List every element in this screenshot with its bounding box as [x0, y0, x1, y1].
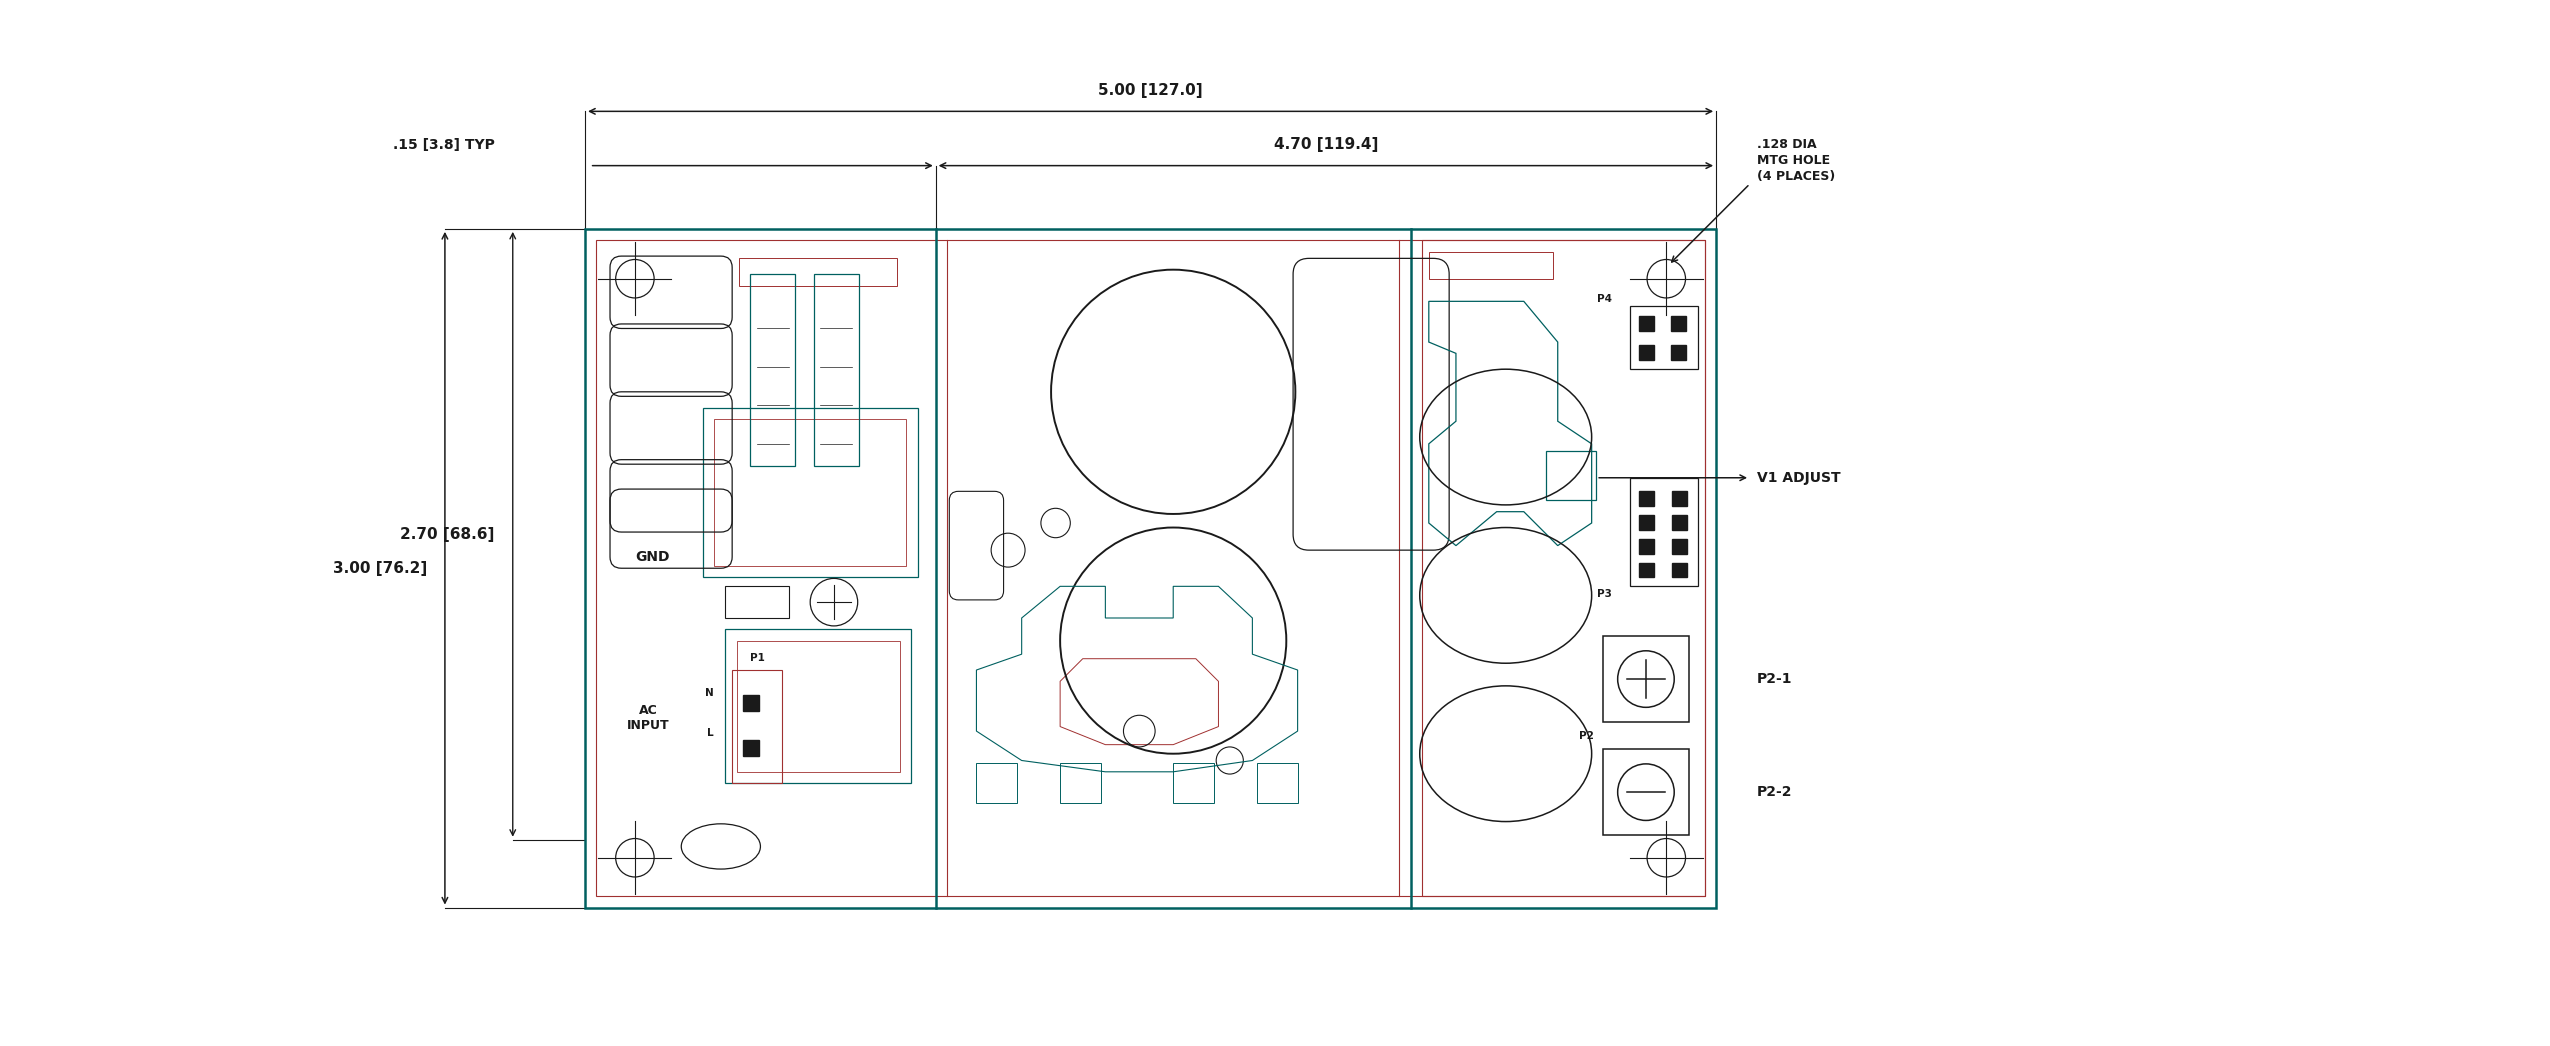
Bar	[750, 274, 796, 467]
Bar	[1640, 563, 1655, 577]
Text: L: L	[706, 728, 714, 738]
Bar	[1673, 539, 1686, 553]
Bar	[1604, 636, 1688, 722]
Bar	[1629, 305, 1698, 369]
Bar	[732, 670, 783, 783]
Text: 5.00 [127.0]: 5.00 [127.0]	[1099, 83, 1204, 97]
Bar	[1673, 563, 1686, 577]
Bar	[1173, 763, 1214, 803]
Bar	[1670, 316, 1686, 331]
Text: AC
INPUT: AC INPUT	[627, 704, 671, 732]
Bar	[1640, 539, 1655, 553]
Text: P3: P3	[1596, 589, 1612, 598]
Bar	[724, 630, 910, 783]
Bar	[737, 640, 900, 772]
Bar	[745, 695, 760, 710]
Bar	[1640, 492, 1655, 506]
Bar	[597, 241, 1706, 896]
Bar	[1423, 241, 1706, 896]
Text: V1 ADJUST: V1 ADJUST	[1757, 471, 1841, 484]
Bar	[1061, 763, 1102, 803]
Bar	[1673, 492, 1686, 506]
Text: N: N	[706, 687, 714, 698]
Bar	[1640, 515, 1655, 529]
Bar	[745, 741, 760, 756]
Bar	[584, 229, 1716, 908]
Text: P2-1: P2-1	[1757, 673, 1793, 686]
Text: P2: P2	[1578, 731, 1594, 741]
Text: P1: P1	[750, 654, 765, 663]
Bar	[1428, 252, 1553, 278]
Bar	[1257, 763, 1298, 803]
Bar	[1629, 478, 1698, 587]
Text: P4: P4	[1596, 294, 1612, 303]
Bar	[1640, 316, 1655, 331]
Text: 2.70 [68.6]: 2.70 [68.6]	[400, 527, 495, 542]
Bar	[740, 258, 898, 286]
Text: 3.00 [76.2]: 3.00 [76.2]	[332, 561, 426, 575]
Bar	[813, 274, 859, 467]
Bar	[724, 587, 788, 618]
Bar	[1604, 749, 1688, 835]
Bar	[1545, 451, 1596, 500]
Bar	[704, 408, 918, 577]
Bar	[1673, 515, 1686, 529]
Text: P2-2: P2-2	[1757, 786, 1793, 799]
Bar	[1670, 345, 1686, 360]
Text: .128 DIA
MTG HOLE
(4 PLACES): .128 DIA MTG HOLE (4 PLACES)	[1757, 138, 1836, 183]
Text: 4.70 [119.4]: 4.70 [119.4]	[1272, 137, 1377, 152]
Bar	[1640, 345, 1655, 360]
Text: GND: GND	[635, 550, 671, 564]
Bar	[977, 763, 1017, 803]
Text: .15 [3.8] TYP: .15 [3.8] TYP	[393, 138, 495, 152]
Bar	[714, 419, 905, 566]
